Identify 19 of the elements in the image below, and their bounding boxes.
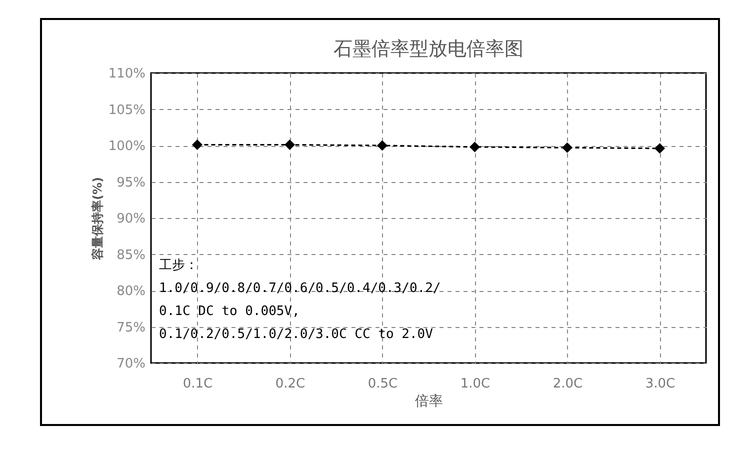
x-tick-label: 3.0C [645, 376, 676, 392]
annotation: 工步： 1.0/0.9/0.8/0.7/0.6/0.5/0.4/0.3/0.2/ 0.1C DC to 0.005V, 0.1/0.2/0.5/1.0/2.0/3.0C CC to 2.0V [159, 258, 441, 342]
x-tick-label: 0.5C [368, 376, 398, 392]
y-tick-label: 75% [116, 320, 146, 336]
chart-title: 石墨倍率型放电倍率图 [334, 38, 524, 60]
x-tick-label: 1.0C [460, 376, 490, 392]
x-tick-label: 0.2C [275, 376, 306, 392]
y-tick-label: 90% [116, 212, 146, 226]
y-tick-label: 105% [108, 102, 146, 118]
y-tick-label: 80% [116, 284, 146, 299]
x-tick-label: 2.0C [552, 376, 583, 392]
x-tick-label: 0.1C [182, 376, 213, 392]
y-tick-label: 85% [116, 248, 146, 263]
y-tick-label: 100% [108, 139, 146, 154]
y-tick-label: 70% [116, 356, 146, 372]
y-tick-label: 110% [108, 66, 146, 82]
y-tick-label: 95% [116, 175, 146, 190]
y-axis-title: 容量保持率(%) [90, 177, 104, 261]
x-axis-title: 倍率 [415, 394, 443, 410]
